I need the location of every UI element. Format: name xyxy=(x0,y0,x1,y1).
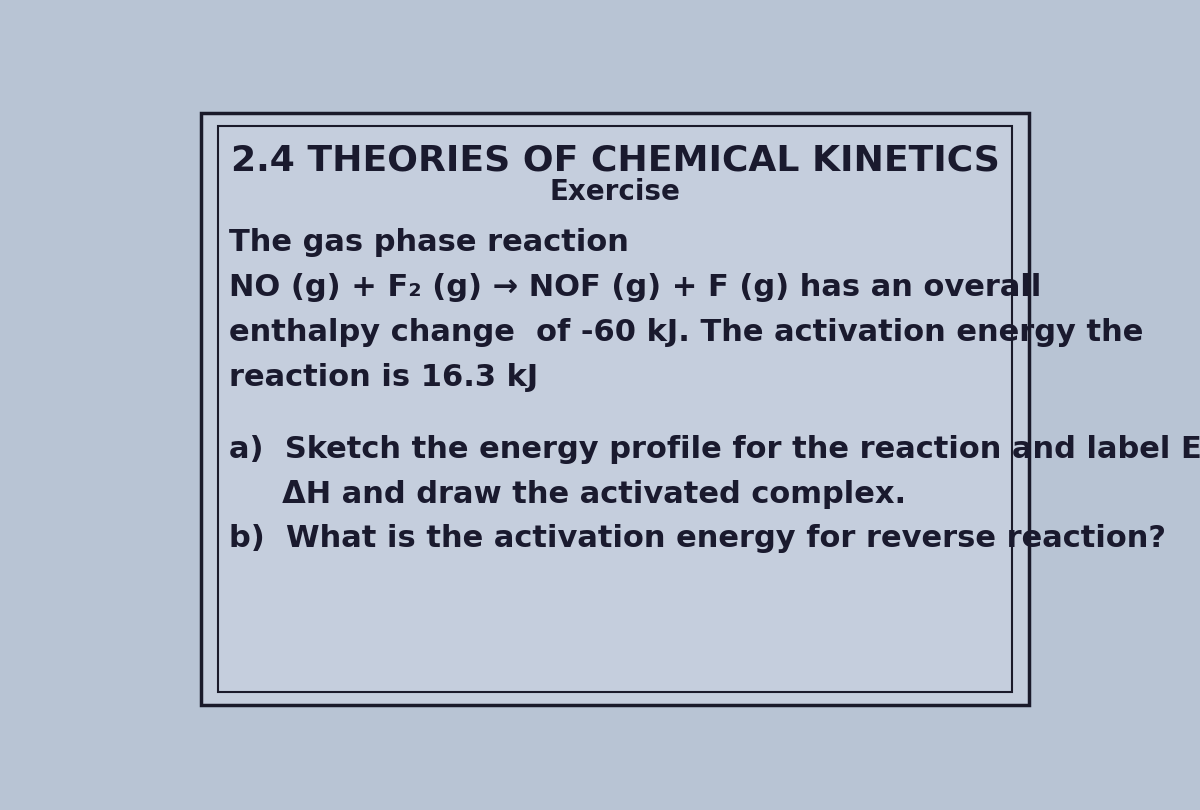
Text: 2.4 THEORIES OF CHEMICAL KINETICS: 2.4 THEORIES OF CHEMICAL KINETICS xyxy=(230,144,1000,178)
Text: a)  Sketch the energy profile for the reaction and label Eₐ: a) Sketch the energy profile for the rea… xyxy=(229,435,1200,463)
Text: ΔH and draw the activated complex.: ΔH and draw the activated complex. xyxy=(229,480,906,509)
Text: Exercise: Exercise xyxy=(550,178,680,207)
Bar xyxy=(218,126,1012,692)
Text: reaction is 16.3 kJ: reaction is 16.3 kJ xyxy=(229,363,539,392)
Bar xyxy=(202,113,1028,706)
Text: The gas phase reaction: The gas phase reaction xyxy=(229,228,629,258)
Text: b)  What is the activation energy for reverse reaction?: b) What is the activation energy for rev… xyxy=(229,524,1166,553)
Text: NO (g) + F₂ (g) → NOF (g) + F (g) has an overall: NO (g) + F₂ (g) → NOF (g) + F (g) has an… xyxy=(229,273,1042,302)
Text: enthalpy change  of -60 kJ. The activation energy the: enthalpy change of -60 kJ. The activatio… xyxy=(229,318,1144,347)
